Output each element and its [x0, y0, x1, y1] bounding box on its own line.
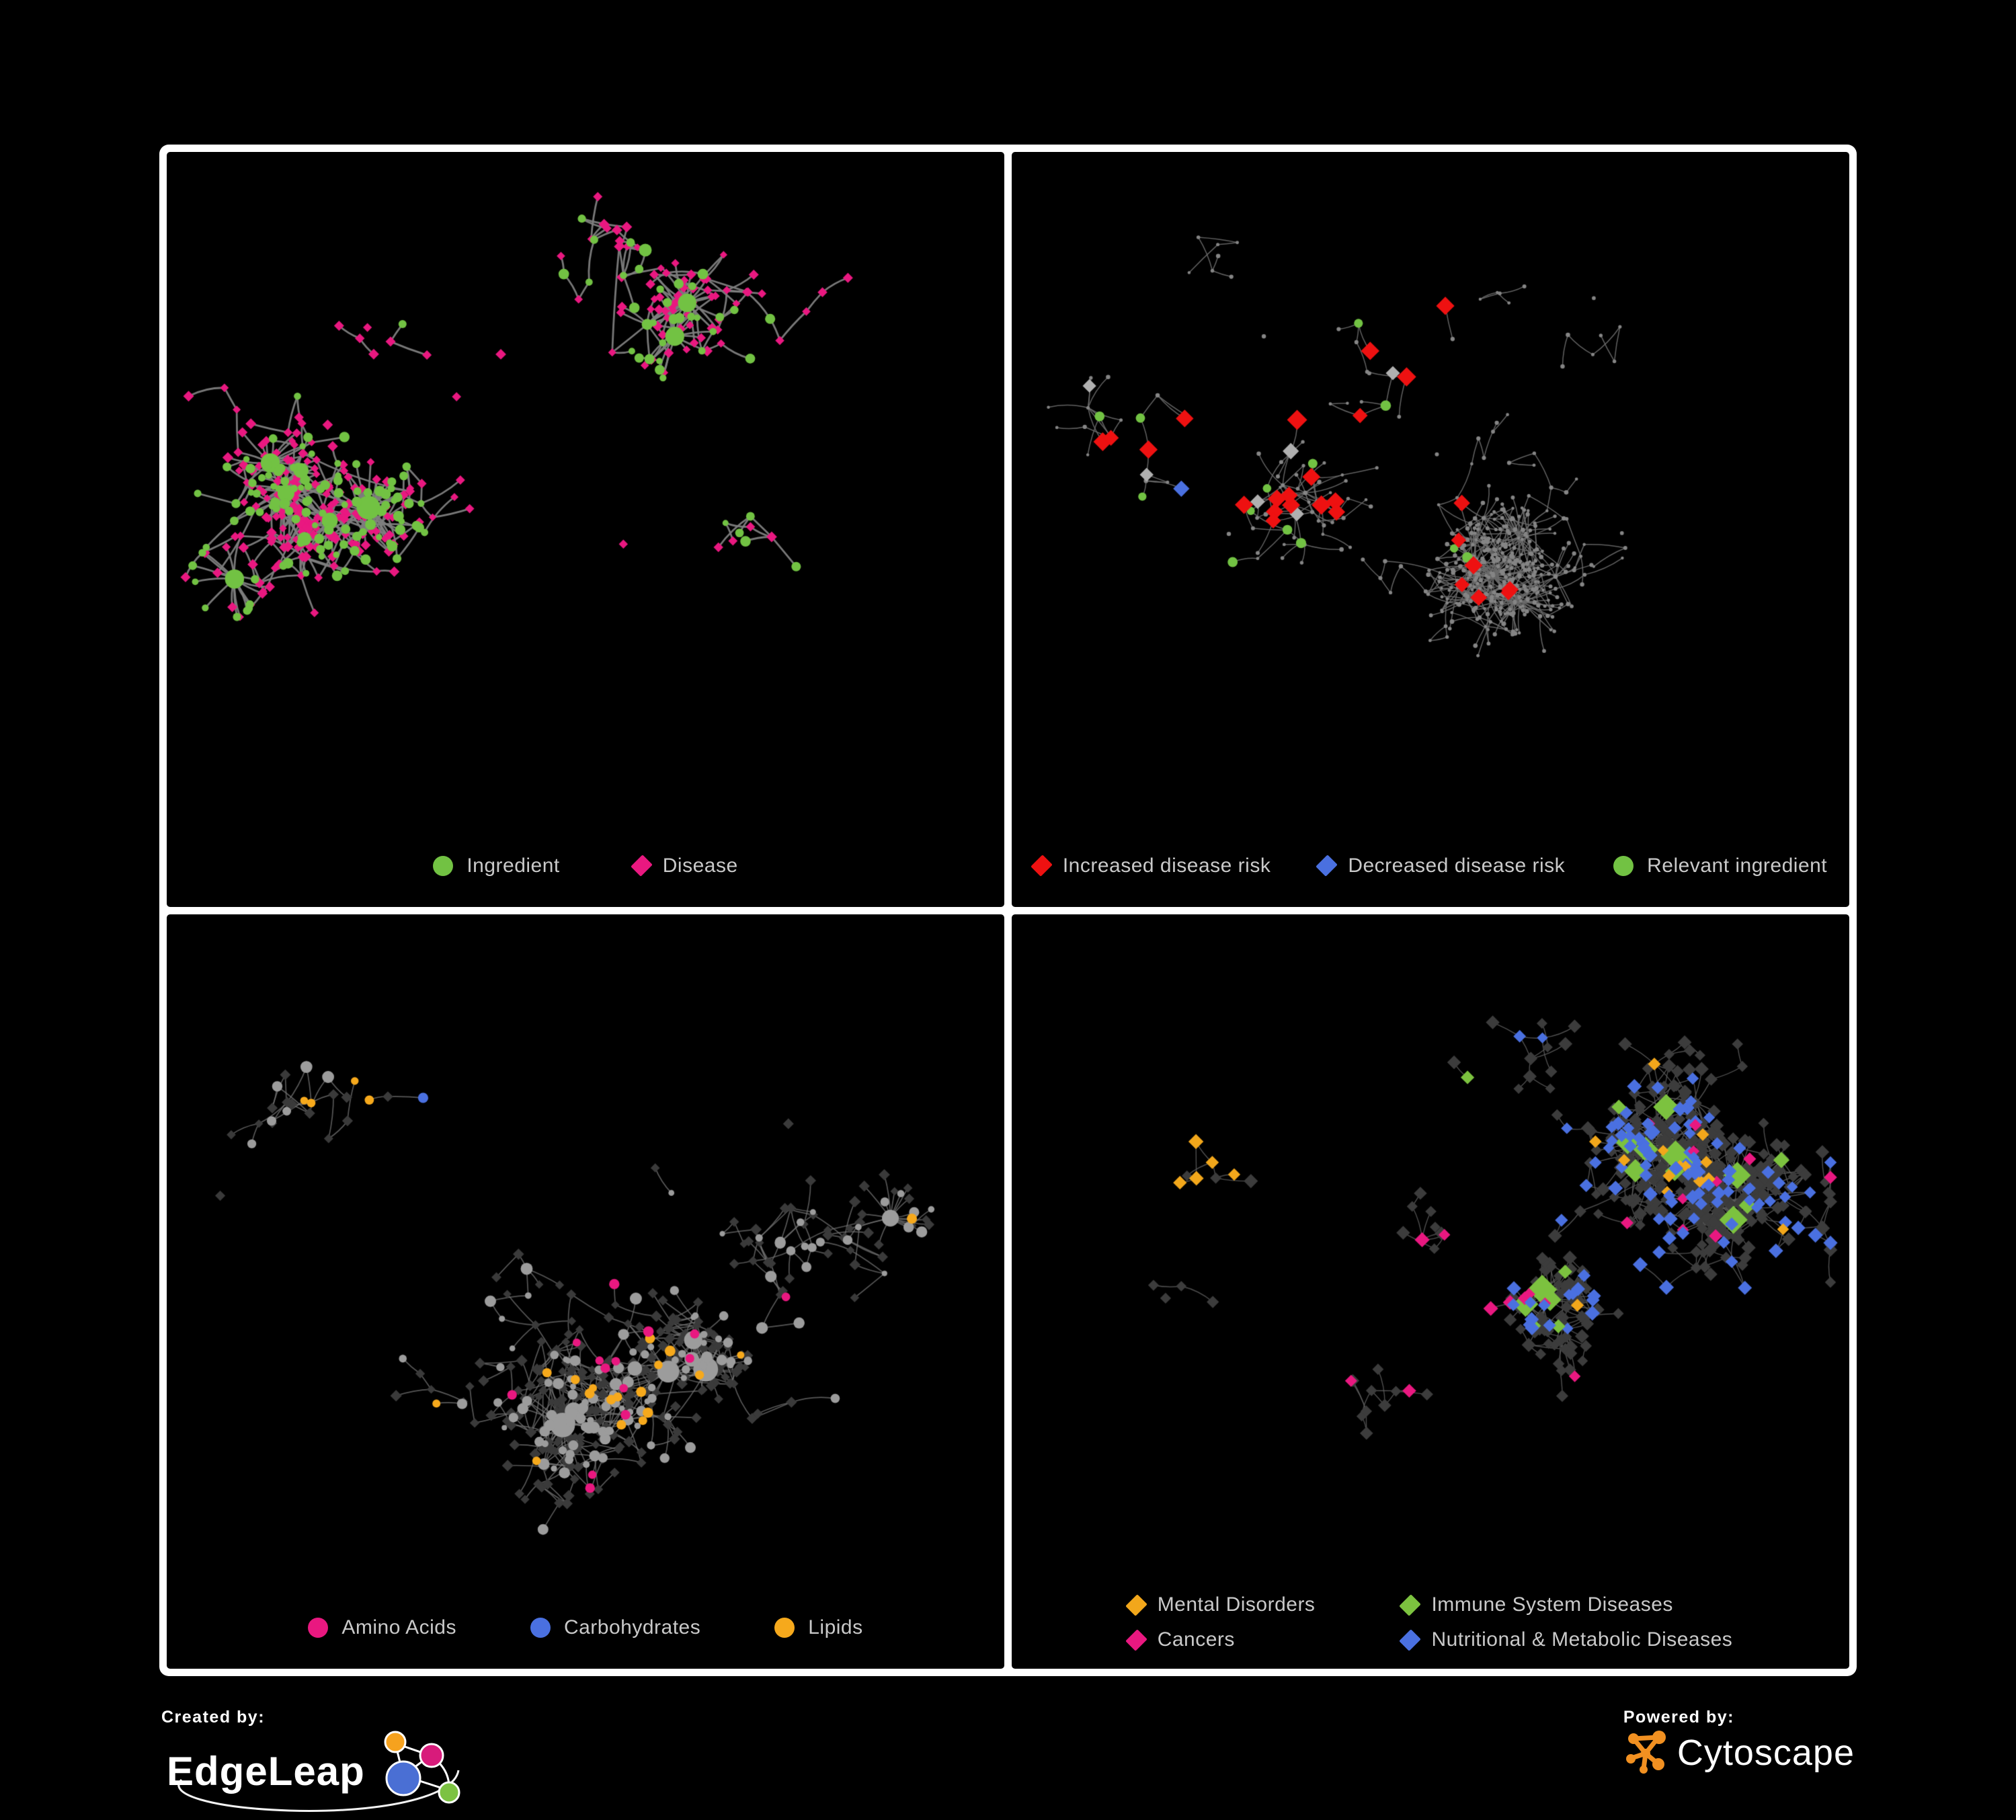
legend-item: Nutritional & Metabolic Diseases [1399, 1628, 1733, 1651]
legend-circle-swatch [433, 855, 454, 876]
legend-label: Decreased disease risk [1348, 854, 1566, 877]
legend-label: Cancers [1157, 1628, 1235, 1651]
legend-diamond-swatch [1125, 1593, 1147, 1616]
legend-label: Nutritional & Metabolic Diseases [1431, 1628, 1733, 1651]
legend-label: Relevant ingredient [1647, 854, 1828, 877]
legend-circle-swatch [530, 1618, 551, 1638]
legend-label: Mental Disorders [1157, 1593, 1316, 1616]
panel-ingredient-classes: Amino Acids Carbohydrates Lipids [167, 914, 1004, 1669]
powered-by-block: Powered by: Cytoscape [1623, 1708, 1855, 1776]
legend-item: Mental Disorders [1125, 1593, 1316, 1616]
legend-item: Increased disease risk [1031, 854, 1271, 877]
legend-label: Amino Acids [341, 1616, 456, 1638]
edgeleap-brand-text: EdgeLeap [167, 1749, 365, 1794]
edgeleap-node-pink [419, 1743, 444, 1768]
legend-item: Immune System Diseases [1399, 1593, 1732, 1616]
cytoscape-logo-icon [1625, 1731, 1666, 1774]
network-canvas-disease-classes [1020, 920, 1841, 1583]
legend-item: Decreased disease risk [1316, 854, 1566, 877]
edgeleap-node-blue [385, 1760, 421, 1796]
created-by-label: Created by: [161, 1708, 266, 1727]
legend-item: Cancers [1125, 1628, 1316, 1651]
legend-disease-classes: Mental Disorders Immune System Diseases Ca… [1012, 1593, 1849, 1651]
cytoscape-logo-text: Cytoscape [1677, 1733, 1855, 1773]
legend-item: Lipids [774, 1616, 862, 1639]
legend-label: Lipids [808, 1616, 863, 1638]
network-canvas-ingredient-disease [175, 159, 996, 821]
legend-diamond-swatch [631, 855, 653, 877]
panel-disease-risk: Increased disease risk Decreased disease … [1012, 152, 1849, 907]
legend-diamond-swatch [1399, 1628, 1422, 1651]
legend-label: Ingredient [467, 854, 560, 877]
legend-label: Increased disease risk [1062, 854, 1271, 877]
legend-item: Amino Acids [308, 1616, 456, 1639]
edgeleap-logo: EdgeLeap [167, 1731, 460, 1812]
network-canvas-disease-risk [1020, 159, 1841, 821]
network-canvas-ingredient-classes [175, 920, 996, 1583]
legend-diamond-swatch [1399, 1593, 1422, 1616]
created-by-block: Created by: EdgeLeap [161, 1708, 477, 1813]
legend-circle-swatch [774, 1618, 795, 1638]
edgeleap-node-green [438, 1781, 460, 1804]
powered-by-label: Powered by: [1623, 1708, 1735, 1727]
legend-circle-swatch [1613, 855, 1634, 876]
legend-grid: Mental Disorders Immune System Diseases Ca… [1125, 1593, 1733, 1651]
legend-ingredient-disease: Ingredient Disease [167, 855, 1004, 877]
legend-label: Immune System Diseases [1431, 1593, 1673, 1616]
edgeleap-node-orange [384, 1731, 407, 1753]
legend-label: Disease [662, 854, 738, 877]
panel-ingredient-disease: Ingredient Disease [167, 152, 1004, 907]
legend-item: Ingredient [433, 855, 559, 877]
legend-diamond-swatch [1125, 1628, 1147, 1651]
legend-ingredient-classes: Amino Acids Carbohydrates Lipids [167, 1616, 1004, 1639]
legend-item: Carbohydrates [530, 1616, 700, 1639]
legend-circle-swatch [308, 1618, 329, 1638]
legend-item: Disease [631, 854, 738, 877]
legend-diamond-swatch [1316, 855, 1338, 877]
panel-disease-classes: Mental Disorders Immune System Diseases Ca… [1012, 914, 1849, 1669]
panel-grid: Ingredient Disease Increased disease risk… [159, 145, 1857, 1676]
legend-diamond-swatch [1031, 855, 1053, 877]
legend-item: Relevant ingredient [1613, 855, 1827, 877]
legend-disease-risk: Increased disease risk Decreased disease … [1012, 855, 1849, 877]
legend-label: Carbohydrates [563, 1616, 701, 1638]
